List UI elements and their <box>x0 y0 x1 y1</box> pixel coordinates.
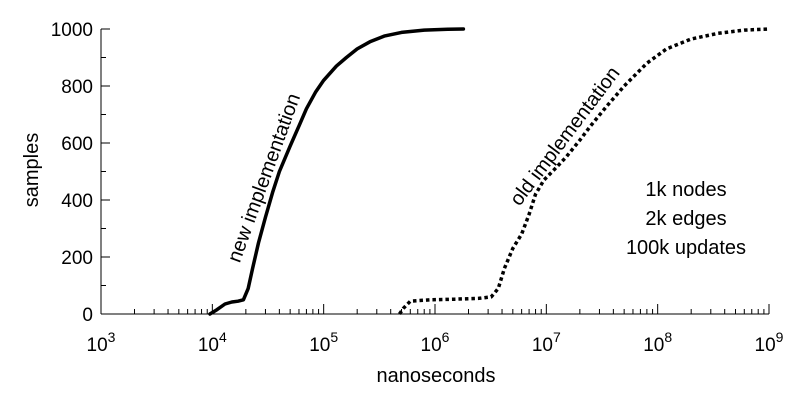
y-tick-label: 200 <box>61 248 93 269</box>
x-tick-label: 108 <box>643 329 672 356</box>
y-tick-label: 1000 <box>51 20 93 41</box>
series-layer <box>208 27 770 316</box>
x-axis-title: nanoseconds <box>377 365 496 387</box>
x-tick-label: 106 <box>421 329 450 356</box>
x-axis-ticks: 103 104 105 106 107 108 109 <box>87 304 784 356</box>
series-line-old-implementation <box>398 27 770 315</box>
series-line-new-implementation <box>208 27 466 316</box>
series-label-old: old implementation <box>506 63 625 210</box>
x-tick-label: 107 <box>532 329 561 356</box>
y-tick-label: 0 <box>82 305 93 326</box>
axes <box>100 29 769 315</box>
x-tick-label: 109 <box>755 329 784 356</box>
series-label-new: new implementation <box>224 91 306 266</box>
x-tick-label: 104 <box>198 329 227 356</box>
y-tick-label: 800 <box>61 77 93 98</box>
annotation-updates: 100k updates <box>626 237 746 259</box>
x-tick-label: 105 <box>309 329 338 356</box>
y-axis-ticks: 0 200 400 600 800 1000 <box>51 20 110 326</box>
annotation-edges: 2k edges <box>645 208 726 230</box>
y-tick-label: 400 <box>61 191 93 212</box>
y-axis-title: samples <box>21 133 43 207</box>
annotation-nodes: 1k nodes <box>645 179 726 201</box>
y-tick-label: 600 <box>61 134 93 155</box>
x-tick-label: 103 <box>87 329 116 356</box>
